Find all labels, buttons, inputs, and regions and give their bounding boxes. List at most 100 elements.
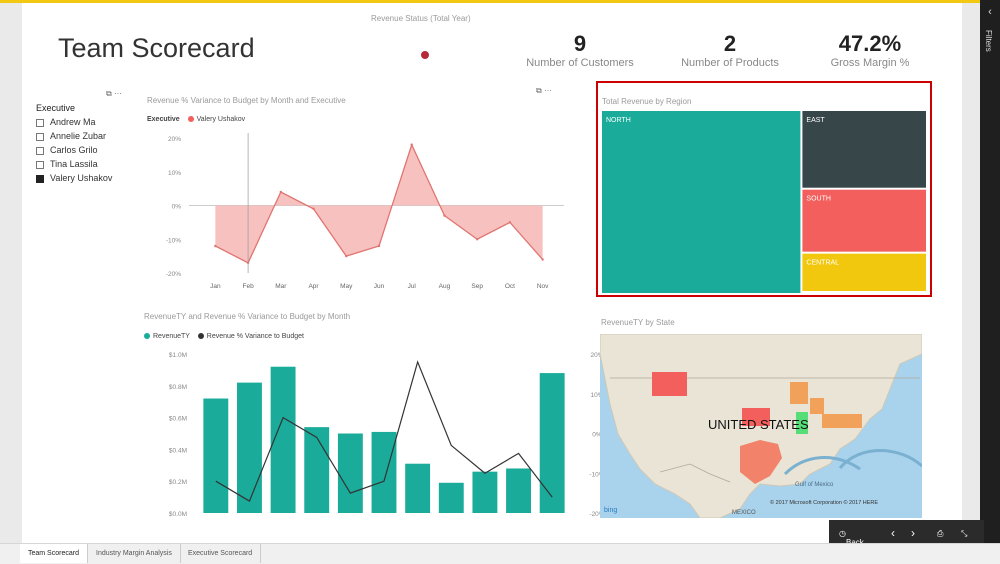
tab-industry-margin-analysis[interactable]: Industry Margin Analysis bbox=[88, 544, 181, 563]
filters-pane-collapsed[interactable]: ‹ Filters bbox=[980, 0, 1000, 563]
x-tick-label: Jan bbox=[210, 283, 221, 290]
state-kansas[interactable] bbox=[742, 408, 770, 426]
treemap-tile-label: CENTRAL bbox=[806, 260, 839, 267]
slicer-item[interactable]: Valery Ushakov bbox=[36, 171, 146, 185]
state-indiana[interactable] bbox=[810, 398, 824, 414]
kpi-value: 47.2% bbox=[838, 31, 902, 56]
executive-slicer[interactable]: ⧉ ··· Executive Andrew Ma Annelie Zubar … bbox=[36, 89, 146, 185]
print-icon[interactable]: ⎙ bbox=[937, 529, 944, 538]
variance-area-visual[interactable]: ⧉ ··· Revenue % Variance to Budget by Mo… bbox=[144, 83, 564, 298]
map-canvas[interactable]: UNITED STATES Gulf of Mexico MEXICO bing… bbox=[600, 334, 922, 518]
chart-legend: Executive Valery Ushakov bbox=[147, 116, 245, 123]
tab-team-scorecard[interactable]: Team Scorecard bbox=[20, 544, 88, 563]
visual-header-icons[interactable]: ⧉ ··· bbox=[536, 86, 552, 96]
data-point bbox=[345, 254, 348, 258]
fullscreen-exit-icon[interactable]: ⤡ bbox=[961, 529, 968, 538]
legend-dot bbox=[197, 333, 204, 340]
x-tick-label: Nov bbox=[537, 283, 549, 290]
slicer-item[interactable]: Carlos Grilo bbox=[36, 143, 146, 157]
treemap-chart[interactable]: NORTH EAST SOUTH CENTRAL bbox=[602, 111, 926, 293]
collapse-icon[interactable]: ‹ bbox=[988, 6, 992, 18]
y-tick-label: 0% bbox=[172, 204, 182, 211]
more-options-icon[interactable]: ··· bbox=[543, 86, 552, 95]
y-left-tick-label: $0.6M bbox=[169, 416, 187, 423]
back-button[interactable]: ◷ Back bbox=[839, 529, 864, 547]
state-washington[interactable] bbox=[652, 372, 687, 396]
map-copyright: © 2017 Microsoft Corporation © 2017 HERE bbox=[770, 499, 878, 506]
checkbox[interactable] bbox=[36, 118, 44, 127]
x-tick-label: Apr bbox=[308, 283, 319, 290]
y-left-tick-label: $0.8M bbox=[169, 384, 187, 391]
report-canvas: Revenue Status (Total Year) Team Scoreca… bbox=[22, 3, 962, 543]
slicer-item-label: Carlos Grilo bbox=[50, 145, 98, 155]
status-title: Revenue Status (Total Year) bbox=[371, 14, 471, 23]
page-tabs-bar: Team Scorecard Industry Margin Analysis … bbox=[0, 543, 1000, 564]
state-map-visual[interactable]: RevenueTY by State UNITED STATES Gulf of… bbox=[600, 316, 922, 521]
tab-executive-scorecard[interactable]: Executive Scorecard bbox=[180, 544, 262, 563]
status-indicator bbox=[421, 51, 429, 59]
revenue-bar bbox=[472, 471, 498, 513]
data-point bbox=[214, 244, 217, 248]
legend-entry[interactable]: RevenueTY bbox=[153, 333, 190, 340]
area-chart[interactable]: 20% 10% 0% -10% -20% Jan Feb Mar Apr May Jun Jul Aug… bbox=[144, 83, 564, 298]
revenue-bar bbox=[539, 373, 565, 513]
more-options-icon[interactable]: ··· bbox=[113, 89, 122, 98]
checkbox[interactable] bbox=[36, 160, 44, 169]
x-tick-label: Feb bbox=[242, 283, 254, 290]
legend-entry[interactable]: Valery Ushakov bbox=[196, 116, 246, 123]
kpi-label: Number of Customers bbox=[526, 57, 634, 69]
bing-logo: bing bbox=[604, 507, 617, 514]
x-tick-label: Aug bbox=[439, 283, 451, 290]
y-tick-label: 10% bbox=[168, 170, 181, 177]
visual-title: Revenue % Variance to Budget by Month an… bbox=[147, 96, 346, 105]
country-label: UNITED STATES bbox=[708, 417, 809, 432]
checkbox-checked[interactable] bbox=[36, 174, 44, 183]
treemap-tile bbox=[802, 253, 926, 291]
page-title: Team Scorecard bbox=[58, 33, 255, 63]
slicer-item-label: Valery Ushakov bbox=[50, 173, 113, 183]
y-left-tick-label: $0.2M bbox=[169, 479, 187, 486]
revenue-combo-visual[interactable]: RevenueTY and Revenue % Variance to Budg… bbox=[144, 306, 604, 521]
y-left-tick-label: $1.0M bbox=[169, 352, 187, 359]
chart-legend: RevenueTY Revenue % Variance to Budget bbox=[144, 333, 304, 340]
x-tick-label: Sep bbox=[471, 283, 483, 290]
treemap-tile-label: NORTH bbox=[606, 117, 631, 124]
y-right-tick-label: -10% bbox=[589, 471, 604, 478]
checkbox[interactable] bbox=[36, 146, 44, 155]
gulf-label: Gulf of Mexico bbox=[795, 482, 834, 488]
data-point bbox=[312, 207, 315, 211]
legend-dot bbox=[187, 116, 194, 123]
kpi-gross-margin[interactable]: 47.2% Gross Margin % bbox=[810, 31, 930, 69]
slicer-item[interactable]: Tina Lassila bbox=[36, 157, 146, 171]
legend-title: Executive bbox=[147, 116, 180, 123]
region-treemap-visual[interactable]: Total Revenue by Region NORTH EAST SOUTH CE… bbox=[596, 81, 932, 297]
slicer-item[interactable]: Annelie Zubar bbox=[36, 129, 146, 143]
treemap-tile bbox=[602, 111, 801, 293]
treemap-tile-label: SOUTH bbox=[806, 196, 831, 203]
legend-entry[interactable]: Revenue % Variance to Budget bbox=[206, 333, 304, 340]
y-tick-label: -20% bbox=[166, 271, 181, 278]
visual-title: Total Revenue by Region bbox=[602, 97, 692, 106]
state-virginia[interactable] bbox=[822, 414, 862, 428]
map-overlay-arc bbox=[838, 449, 922, 469]
y-right-tick-label: 10% bbox=[590, 392, 603, 399]
focus-icon[interactable]: ⧉ bbox=[106, 89, 112, 98]
kpi-label: Number of Products bbox=[681, 57, 779, 69]
map-overlay-arc bbox=[783, 456, 861, 476]
state-illinois[interactable] bbox=[796, 412, 808, 434]
state-wisconsin[interactable] bbox=[790, 382, 808, 404]
checkbox[interactable] bbox=[36, 132, 44, 141]
slicer-item-label: Andrew Ma bbox=[50, 117, 96, 127]
previous-page-icon[interactable]: ‹ bbox=[891, 526, 895, 540]
filters-label[interactable]: Filters bbox=[984, 30, 993, 52]
kpi-products[interactable]: 2 Number of Products bbox=[670, 31, 790, 69]
state-texas[interactable] bbox=[740, 440, 782, 484]
slicer-item[interactable]: Andrew Ma bbox=[36, 115, 146, 129]
combo-chart[interactable]: $1.0M $0.8M $0.6M $0.4M $0.2M $0.0M 20% 10% 0% -1… bbox=[144, 306, 604, 521]
next-page-icon[interactable]: › bbox=[911, 526, 915, 540]
focus-icon[interactable]: ⧉ bbox=[536, 86, 542, 95]
kpi-customers[interactable]: 9 Number of Customers bbox=[520, 31, 640, 69]
y-right-tick-label: -20% bbox=[589, 511, 604, 518]
y-right-tick-label: 0% bbox=[592, 432, 602, 439]
slicer-header-icons[interactable]: ⧉ ··· bbox=[106, 89, 122, 99]
